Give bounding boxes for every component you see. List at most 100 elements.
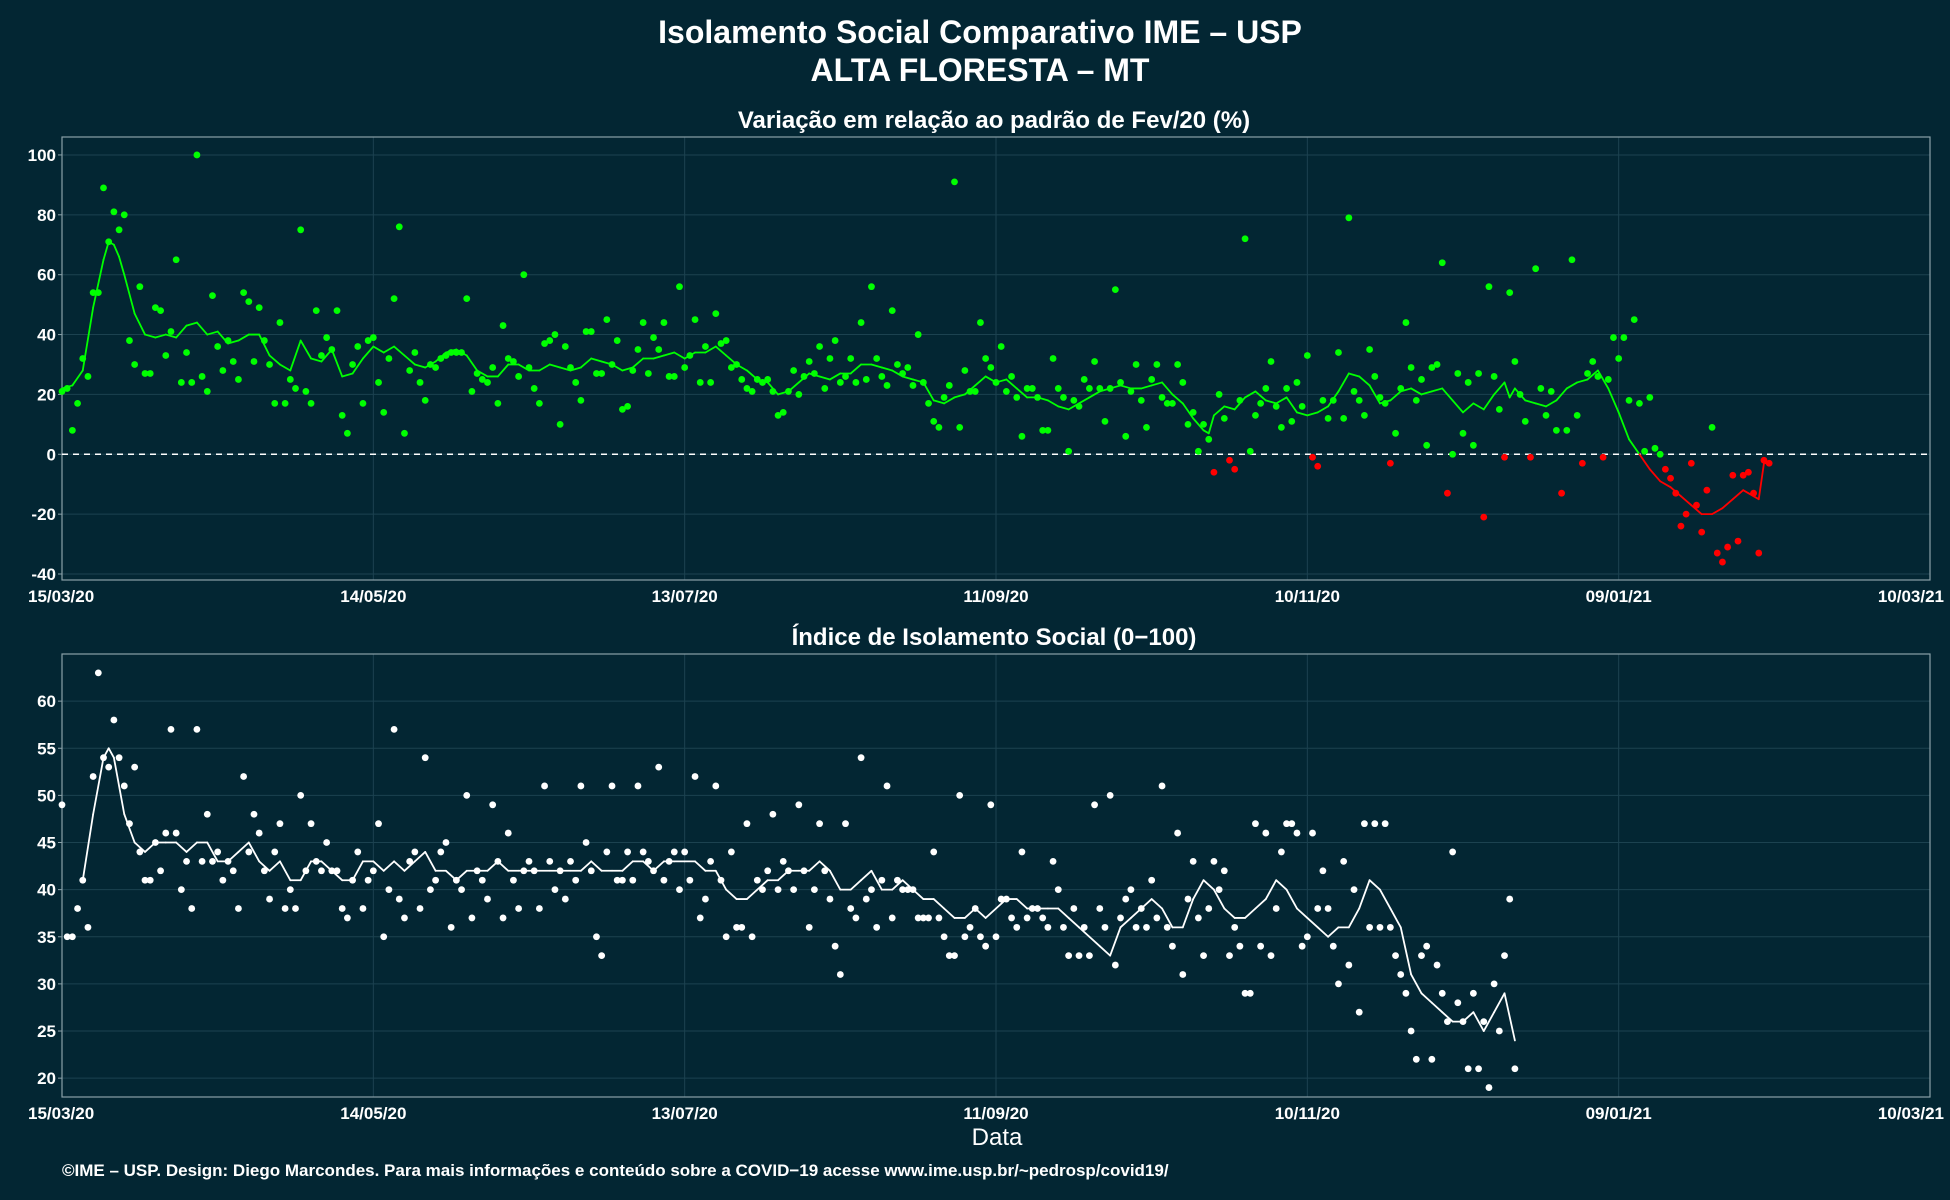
data-point: [1267, 358, 1275, 365]
data-point: [1262, 829, 1270, 837]
moving-average-segment: [1244, 907, 1257, 919]
data-point: [1189, 857, 1197, 865]
data-point: [1122, 432, 1130, 440]
data-point: [1475, 1065, 1482, 1073]
chart-title: Isolamento Social Comparativo IME – USP: [658, 14, 1302, 50]
data-point: [1713, 549, 1721, 557]
moving-average-segment: [1192, 417, 1205, 432]
data-point: [146, 370, 154, 377]
moving-average-segment: [1420, 992, 1433, 1004]
data-point: [110, 716, 118, 724]
data-point: [188, 379, 196, 386]
data-point: [235, 376, 242, 383]
data-point: [63, 933, 71, 941]
data-point: [1335, 349, 1342, 356]
data-point: [582, 328, 590, 335]
data-point: [1459, 429, 1467, 437]
data-point: [1210, 857, 1218, 865]
data-point: [504, 355, 512, 362]
data-point: [385, 355, 393, 362]
data-point: [717, 876, 725, 884]
data-point: [1744, 468, 1752, 476]
data-point: [1573, 411, 1581, 419]
data-point: [982, 942, 990, 950]
data-point: [1480, 513, 1488, 521]
moving-average-segment: [92, 258, 105, 309]
data-point: [712, 310, 720, 318]
data-point: [349, 876, 356, 884]
data-point: [437, 848, 445, 856]
data-point: [1080, 923, 1088, 931]
data-point: [219, 876, 227, 884]
data-point: [1257, 942, 1265, 950]
data-point: [1013, 923, 1021, 931]
data-point: [733, 361, 740, 368]
data-point: [556, 420, 564, 428]
data-point: [670, 848, 678, 856]
data-point: [209, 857, 216, 865]
data-point: [1464, 1065, 1472, 1073]
data-point: [779, 857, 787, 865]
data-point: [561, 895, 569, 903]
data-point: [541, 782, 548, 790]
data-point: [198, 857, 206, 865]
data-point: [1044, 923, 1052, 931]
data-point: [650, 334, 657, 341]
data-point: [1319, 397, 1327, 404]
data-point: [1101, 417, 1109, 425]
data-point: [629, 876, 637, 884]
data-point: [369, 867, 377, 875]
data-point: [800, 867, 808, 875]
data-point: [914, 331, 922, 338]
moving-average-segment: [1306, 917, 1319, 929]
data-point: [930, 848, 938, 856]
data-point: [292, 385, 299, 392]
data-point: [1060, 394, 1067, 401]
data-point: [437, 355, 445, 362]
data-point: [390, 726, 398, 733]
data-point: [1433, 361, 1441, 368]
data-point: [624, 402, 631, 410]
data-point: [312, 857, 320, 865]
moving-average-segment: [1648, 468, 1662, 483]
data-point: [535, 399, 543, 407]
data-point: [1226, 952, 1233, 960]
moving-average-segment: [1161, 381, 1174, 396]
data-point: [1002, 895, 1010, 903]
data-point: [1329, 942, 1337, 950]
data-point: [364, 337, 372, 344]
moving-average-segment: [351, 357, 364, 375]
moving-average-segment: [393, 345, 406, 357]
moving-average-segment: [206, 330, 219, 336]
data-point: [281, 399, 289, 407]
data-point: [416, 905, 424, 912]
data-point: [1106, 385, 1114, 392]
data-point: [214, 343, 222, 350]
moving-average-segment: [1757, 462, 1765, 501]
moving-average-segment: [694, 860, 707, 872]
moving-average-segment: [932, 399, 946, 405]
y-tick-label: 50: [37, 786, 56, 805]
data-point: [105, 763, 113, 771]
data-point: [619, 405, 626, 413]
data-point: [1661, 465, 1669, 473]
data-point: [1345, 961, 1353, 969]
data-point: [862, 376, 870, 383]
data-point: [717, 340, 725, 347]
data-point: [494, 857, 502, 865]
data-point: [997, 895, 1005, 903]
data-point: [1049, 355, 1057, 362]
moving-average-segment: [1441, 1011, 1454, 1023]
data-point: [909, 382, 917, 389]
moving-average-segment: [714, 345, 728, 357]
moving-average-segment: [984, 907, 997, 919]
data-point: [774, 411, 782, 419]
data-point: [1324, 905, 1332, 912]
data-point: [992, 933, 1000, 941]
data-point: [1386, 923, 1394, 931]
data-point: [727, 848, 735, 856]
data-point: [561, 343, 569, 350]
data-point: [1480, 1018, 1488, 1025]
data-point: [1096, 385, 1104, 392]
data-point: [1277, 848, 1285, 856]
